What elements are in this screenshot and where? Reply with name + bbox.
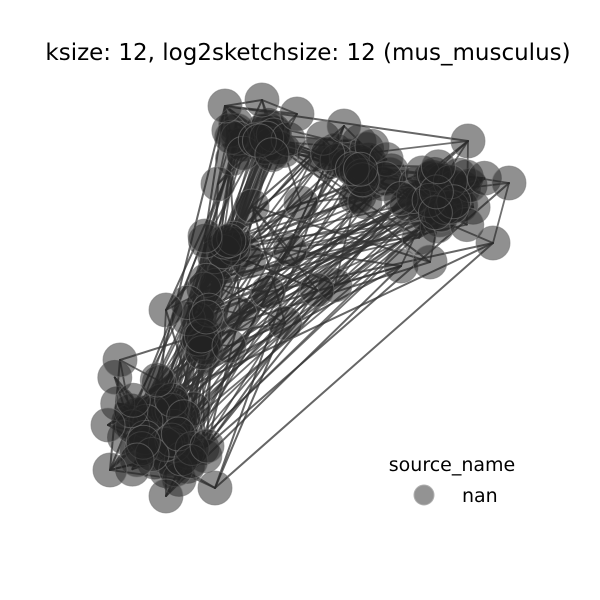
legend-title: source_name: [389, 454, 515, 476]
legend: source_name nan: [389, 454, 515, 507]
legend-label-nan: nan: [462, 485, 498, 507]
graph-node: [272, 232, 308, 268]
graph-node: [420, 149, 456, 185]
graph-node: [244, 82, 280, 118]
graph-node: [412, 244, 448, 280]
graph-node: [326, 108, 362, 144]
graph-node: [189, 428, 225, 464]
graph-node: [343, 151, 378, 187]
graph-node: [92, 452, 128, 488]
graph-node: [211, 328, 247, 364]
graph-node: [283, 185, 319, 221]
graph-node: [279, 96, 315, 132]
graph-node: [222, 296, 258, 332]
node-layer: [90, 82, 527, 514]
graph-node: [200, 166, 236, 202]
legend-swatch-nan: [413, 484, 435, 506]
graph-edge: [334, 197, 402, 286]
graph-node: [254, 137, 290, 173]
graph-node: [299, 272, 335, 308]
graph-node: [491, 165, 527, 201]
graph-node: [90, 407, 126, 443]
graph-node: [250, 274, 286, 310]
graph-node: [102, 342, 138, 378]
graph-node: [450, 123, 486, 159]
graph-node: [187, 218, 223, 254]
graph-node: [115, 382, 151, 418]
graph-node: [383, 248, 419, 284]
graph-node: [234, 188, 270, 224]
graph-node: [267, 305, 303, 341]
graph-node: [148, 478, 184, 514]
graph-node: [207, 88, 243, 124]
figure-title: ksize: 12, log2sketchsize: 12 (mus_muscu…: [45, 40, 570, 66]
graph-edge: [214, 242, 494, 489]
graph-node: [148, 292, 184, 328]
graph-node: [139, 362, 175, 398]
graph-edge: [187, 213, 427, 320]
graph-node: [475, 225, 511, 261]
graph-node: [197, 470, 233, 506]
graph-node: [188, 299, 224, 335]
